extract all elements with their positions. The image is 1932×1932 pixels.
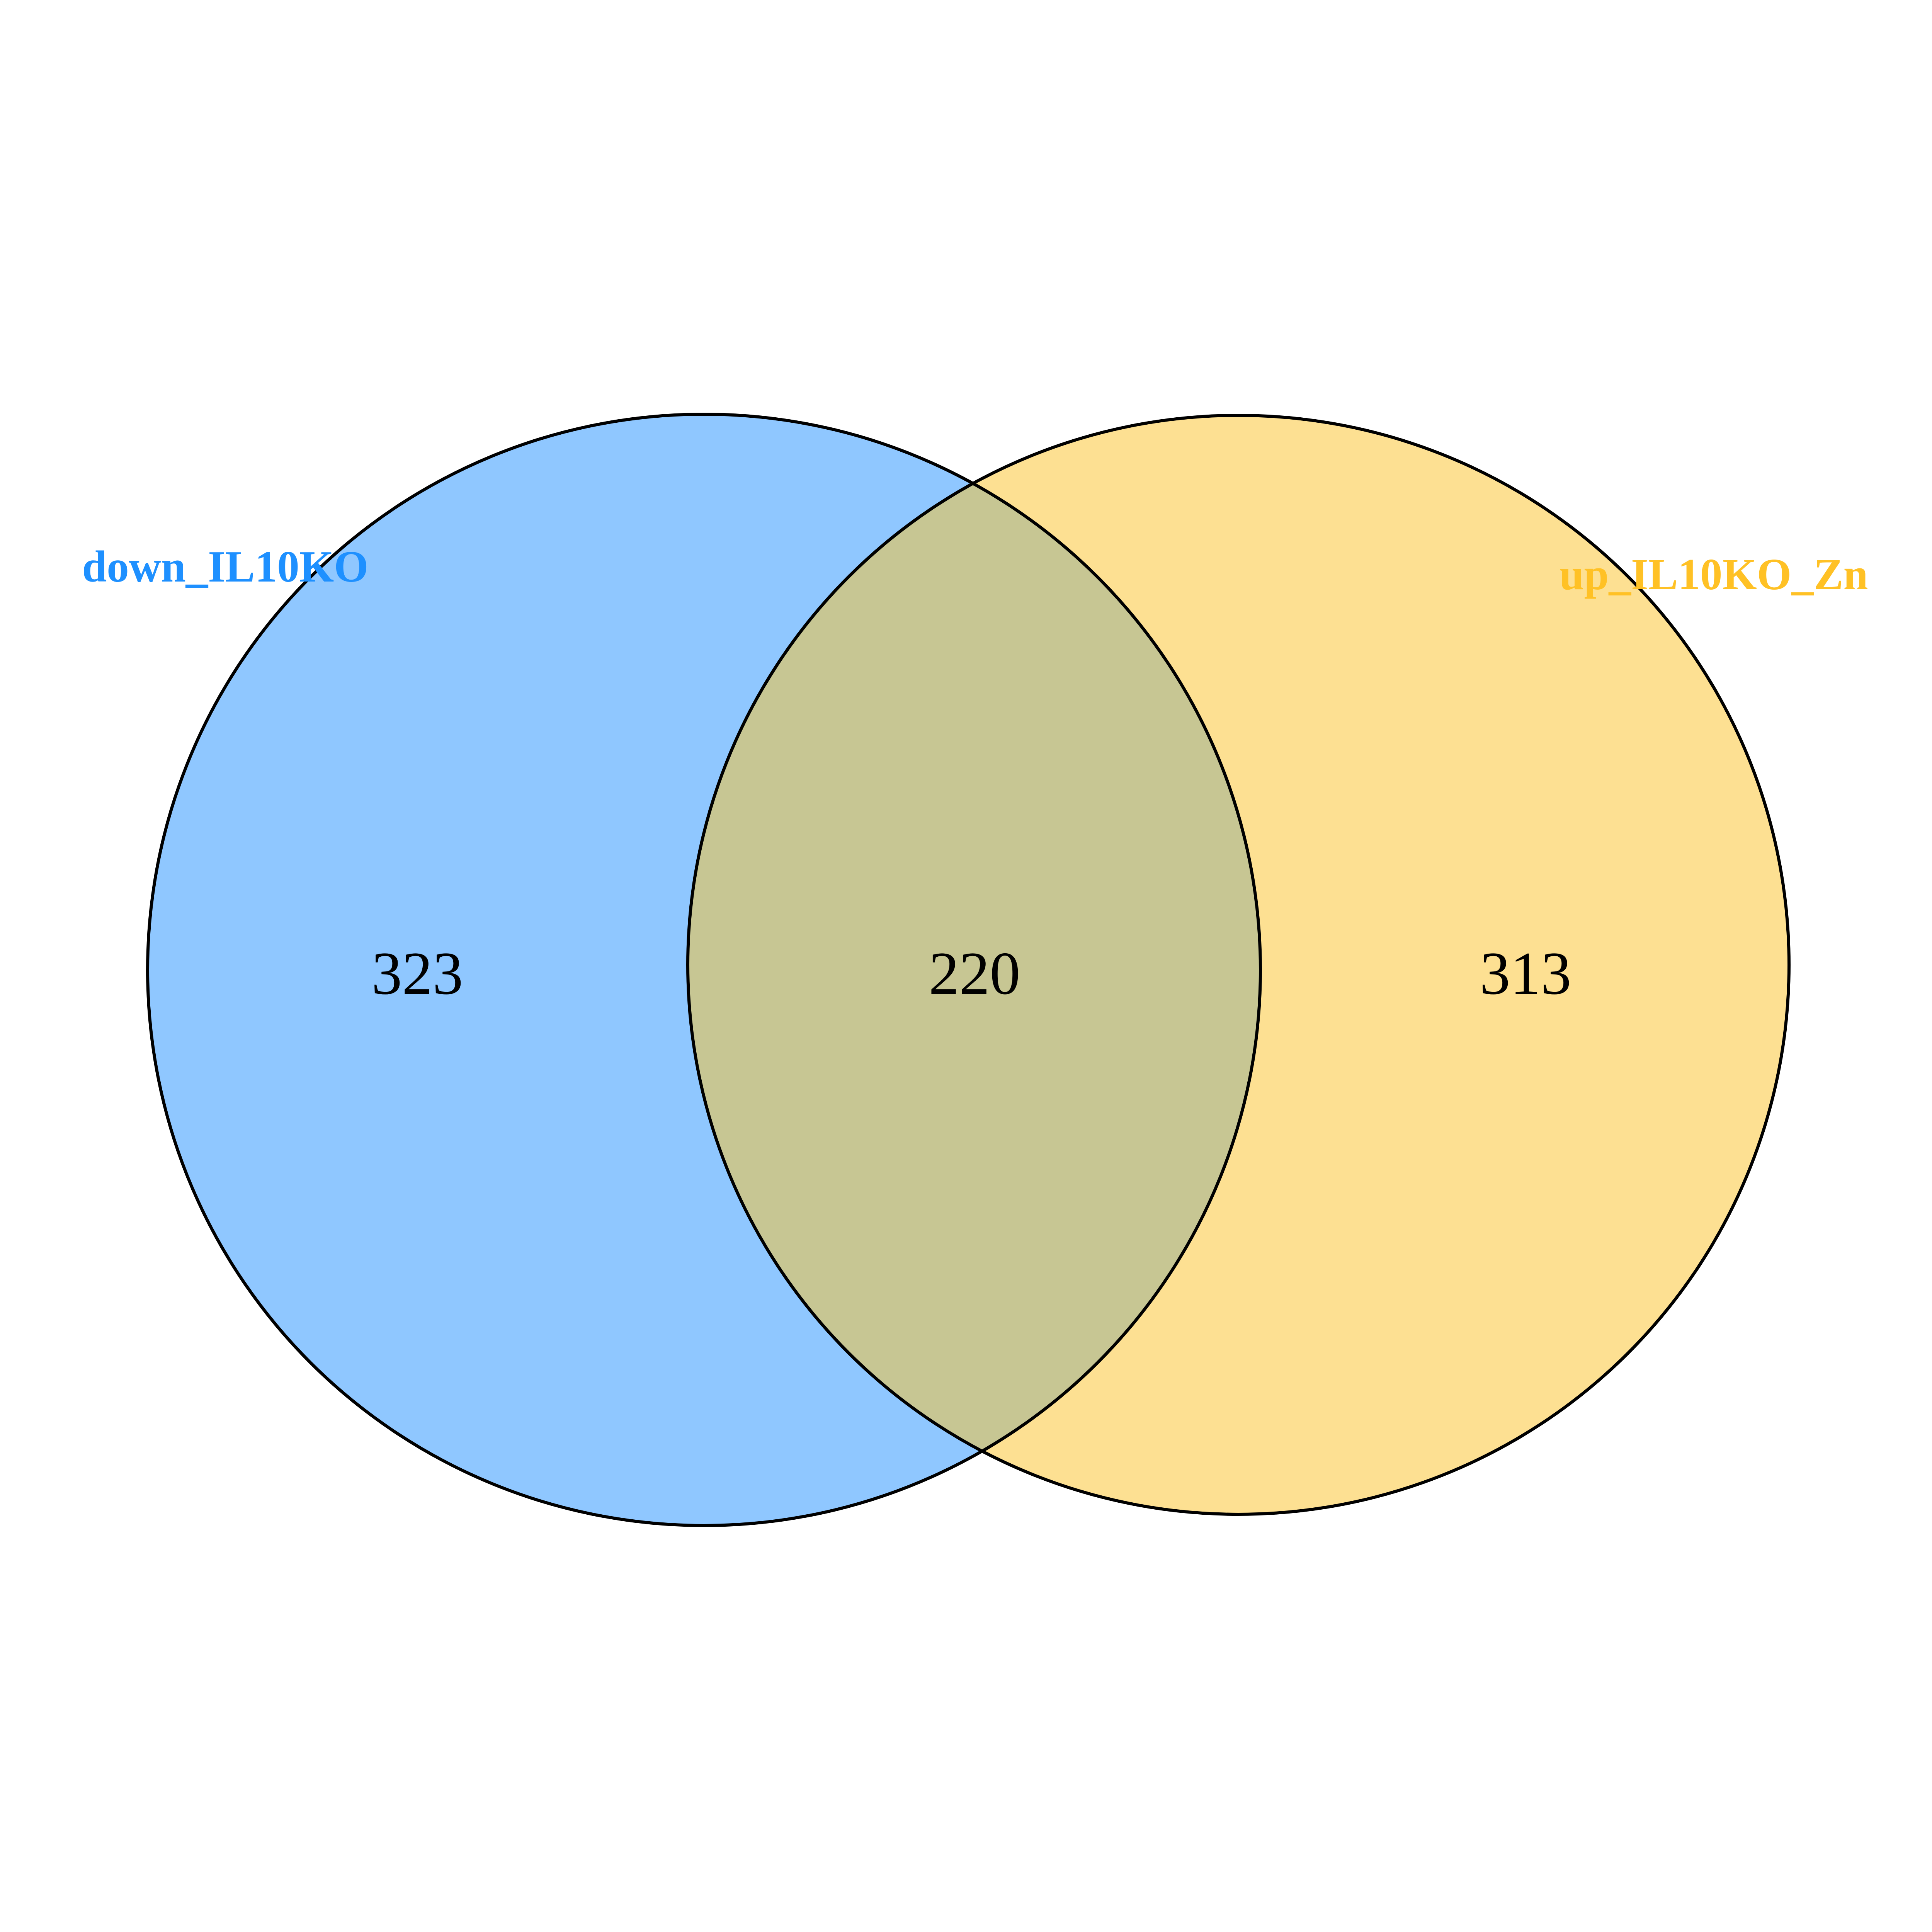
- set-b-only-count: 313: [1480, 940, 1571, 1007]
- intersection-count: 220: [929, 940, 1020, 1007]
- set-a-only-count: 323: [372, 940, 463, 1007]
- set-b-label: up_IL10KO_Zn: [1560, 550, 1868, 599]
- set-a-label: down_IL10KO: [82, 542, 368, 591]
- intersection-region: [688, 415, 1260, 1514]
- set-b-outline: [686, 414, 1791, 1516]
- set-a-outline: [146, 413, 1262, 1527]
